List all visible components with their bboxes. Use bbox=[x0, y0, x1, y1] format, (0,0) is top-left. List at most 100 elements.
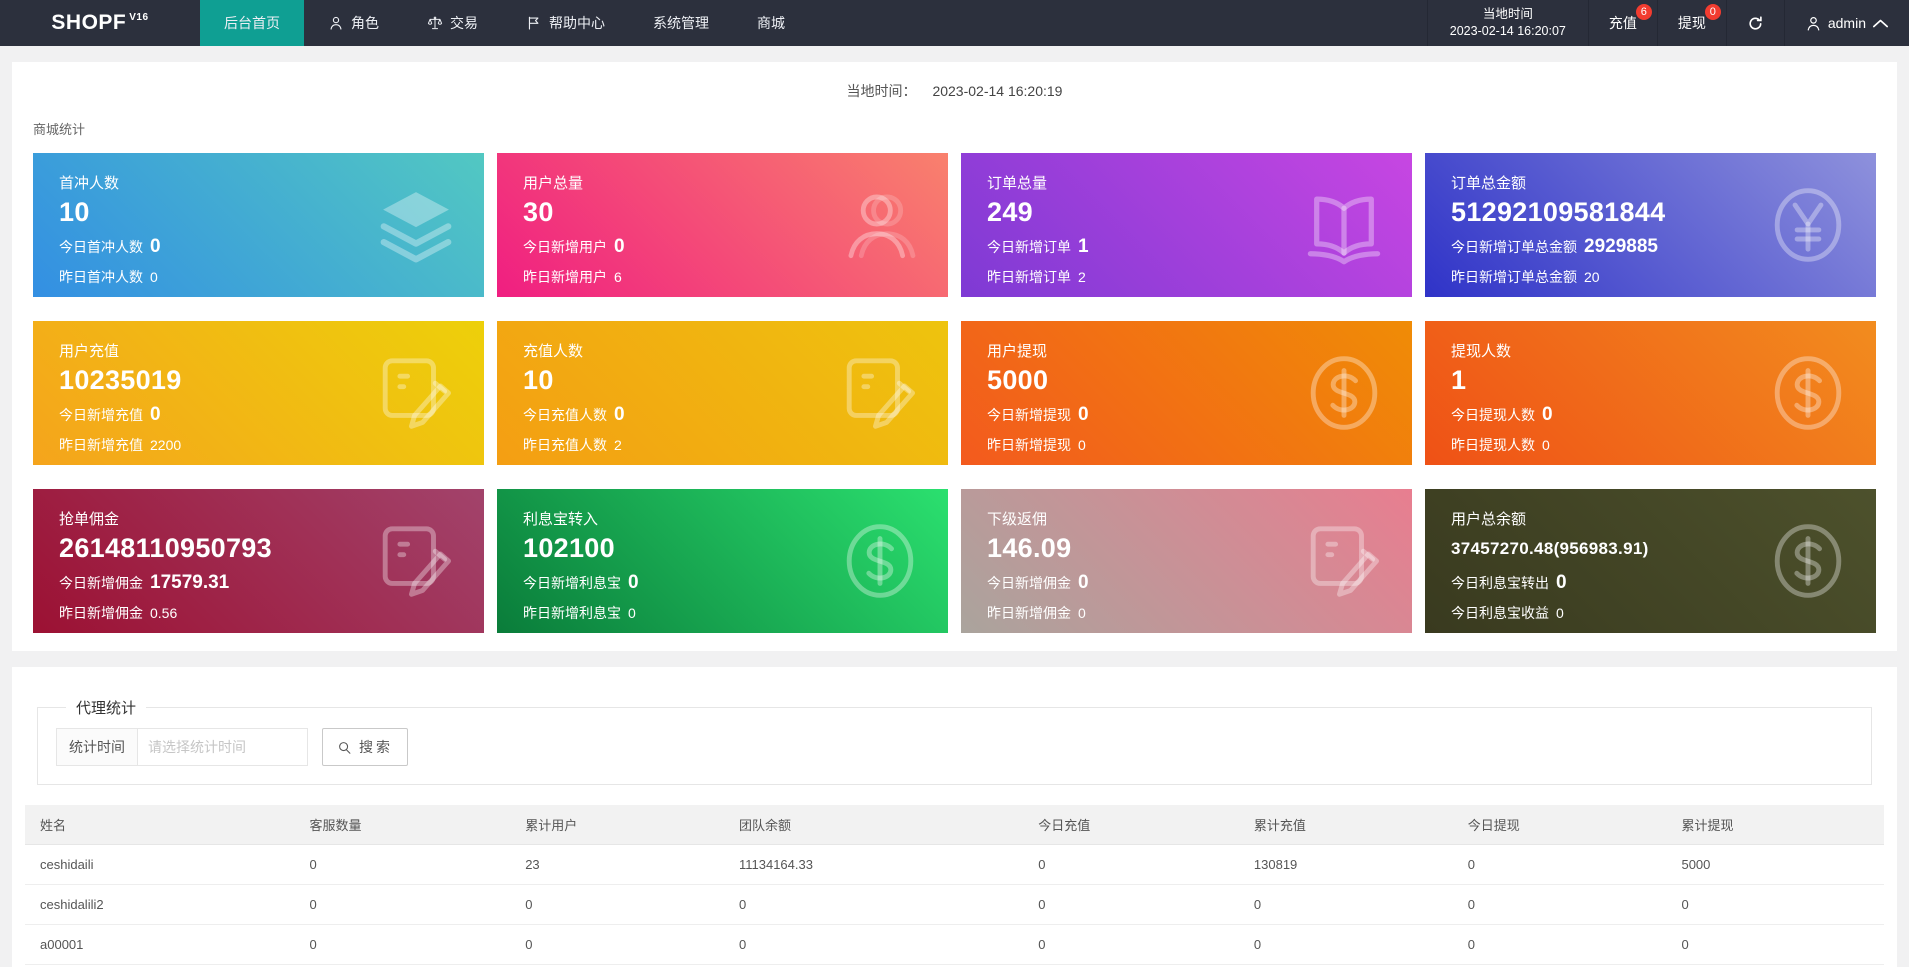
stat-card-title: 抢单佣金 bbox=[59, 511, 120, 528]
search-button[interactable]: 搜索 bbox=[322, 728, 408, 766]
nav-tab-mall[interactable]: 商城 bbox=[733, 0, 809, 46]
dollar-icon bbox=[1766, 351, 1850, 435]
stat-card-title: 首冲人数 bbox=[59, 175, 120, 192]
contract-icon bbox=[838, 351, 922, 435]
stat-card-today-line: 今日利息宝转出 0 bbox=[1451, 572, 1850, 594]
table-row: ceshidaili 0 23 11134164.33 0 130819 0 5000 bbox=[25, 844, 1884, 885]
stat-card-first-charge-users: 首冲人数 10 今日首冲人数 0 昨日首冲人数 0 bbox=[33, 153, 484, 297]
stat-card-icon-wrap bbox=[374, 183, 458, 267]
table-cell: 0 bbox=[1023, 844, 1239, 885]
dollar-icon bbox=[1766, 519, 1850, 603]
stat-card-lixibao-in: 利息宝转入 102100 今日新增利息宝 0 昨日新增利息宝 0 bbox=[497, 489, 948, 633]
nav-local-time: 当地时间 2023-02-14 16:20:07 bbox=[1426, 0, 1589, 46]
dollar-icon bbox=[1302, 351, 1386, 435]
yesterday-label: 昨日新增提现 bbox=[987, 437, 1071, 453]
stat-card-icon-wrap bbox=[1766, 351, 1850, 435]
nav-tab-help[interactable]: 帮助中心 bbox=[502, 0, 629, 46]
stat-time-input[interactable] bbox=[138, 728, 308, 766]
today-label: 今日利息宝转出 bbox=[1451, 575, 1549, 591]
scales-icon bbox=[427, 15, 443, 31]
today-label: 今日首冲人数 bbox=[59, 239, 143, 255]
table-cell: 0 bbox=[294, 844, 511, 885]
yesterday-label: 昨日新增订单总金额 bbox=[1451, 269, 1577, 285]
table-cell: 130819 bbox=[1238, 844, 1453, 885]
nav-tab-home[interactable]: 后台首页 bbox=[200, 0, 304, 46]
filter-row: 统计时间 搜索 bbox=[56, 728, 1853, 766]
stat-card-yesterday-line: 昨日新增佣金 0.56 bbox=[59, 603, 458, 623]
today-label: 今日新增提现 bbox=[987, 407, 1071, 423]
today-label: 今日提现人数 bbox=[1451, 407, 1535, 423]
username: admin bbox=[1827, 15, 1866, 31]
stat-card-icon-wrap bbox=[838, 519, 922, 603]
today-label: 今日新增用户 bbox=[523, 239, 607, 255]
stat-card-sub-rebate: 下级返佣 146.09 今日新增佣金 0 昨日新增佣金 0 bbox=[961, 489, 1412, 633]
nav-tab-system[interactable]: 系统管理 bbox=[629, 0, 733, 46]
column-header: 累计提现 bbox=[1666, 805, 1884, 845]
today-value: 0 bbox=[150, 236, 161, 257]
column-header: 今日提现 bbox=[1452, 805, 1667, 845]
table-cell: 5000 bbox=[1666, 844, 1884, 885]
today-value: 0 bbox=[1542, 404, 1553, 425]
today-value: 0 bbox=[614, 236, 625, 257]
nav-tab-trade[interactable]: 交易 bbox=[403, 0, 502, 46]
stat-card-yesterday-line: 昨日首冲人数 0 bbox=[59, 267, 458, 287]
table-row: ceshidalili2 0 0 0 0 0 0 0 bbox=[25, 884, 1884, 925]
user-menu[interactable]: admin bbox=[1785, 0, 1909, 46]
stat-card-yesterday-line: 昨日新增用户 6 bbox=[523, 267, 922, 287]
layers-icon bbox=[374, 183, 458, 267]
stat-card-title: 下级返佣 bbox=[987, 511, 1048, 528]
nav-tab-label: 角色 bbox=[351, 15, 379, 31]
stat-card-value: 249 bbox=[987, 197, 1033, 227]
today-label: 今日新增订单 bbox=[987, 239, 1071, 255]
stat-card-today-line: 今日提现人数 0 bbox=[1451, 404, 1850, 426]
nav-tab-label: 后台首页 bbox=[224, 15, 280, 31]
table-header-row: 姓名 客服数量 累计用户 团队余额 今日充值 累计充值 今日提现 累计提现 bbox=[25, 805, 1884, 845]
stat-card-total-users: 用户总量 30 今日新增用户 0 昨日新增用户 6 bbox=[497, 153, 948, 297]
flag-icon bbox=[526, 15, 542, 31]
recharge-button[interactable]: 充值 6 bbox=[1589, 0, 1658, 46]
table-cell: 0 bbox=[723, 884, 1024, 925]
nav-tab-label: 系统管理 bbox=[653, 15, 709, 31]
today-value: 1 bbox=[1078, 236, 1089, 257]
stat-card-yesterday-line: 昨日提现人数 0 bbox=[1451, 435, 1850, 455]
recharge-label: 充值 bbox=[1608, 15, 1637, 31]
agent-stats-panel: 代理统计 统计时间 搜索 姓名客服数量累计用户团队余额今日充值累计充值今日提现累… bbox=[12, 667, 1897, 967]
stat-card-today-line: 今日新增提现 0 bbox=[987, 404, 1386, 426]
yesterday-label: 今日利息宝收益 bbox=[1451, 605, 1549, 621]
withdraw-button[interactable]: 提现 0 bbox=[1658, 0, 1727, 46]
yesterday-label: 昨日新增佣金 bbox=[59, 605, 143, 621]
yesterday-value: 2 bbox=[614, 437, 622, 453]
stat-card-yesterday-line: 昨日新增佣金 0 bbox=[987, 603, 1386, 623]
today-value: 0 bbox=[1078, 404, 1089, 425]
stat-time-label: 统计时间 bbox=[56, 728, 138, 766]
column-header: 姓名 bbox=[25, 805, 295, 845]
stat-card-value: 37457270.48(956983.91) bbox=[1451, 539, 1649, 558]
table-cell: 0 bbox=[1452, 844, 1667, 885]
column-header: 今日充值 bbox=[1023, 805, 1239, 845]
nav-tab-role[interactable]: 角色 bbox=[304, 0, 403, 46]
time-bar-label: 当地时间： bbox=[846, 83, 917, 99]
refresh-button[interactable] bbox=[1727, 0, 1785, 46]
yesterday-value: 20 bbox=[1584, 269, 1600, 285]
stat-card-title: 用户总量 bbox=[523, 175, 584, 192]
today-label: 今日新增充值 bbox=[59, 407, 143, 423]
agent-stats-legend: 代理统计 bbox=[76, 700, 137, 717]
stat-card-yesterday-line: 昨日新增订单 2 bbox=[987, 267, 1386, 287]
column-header: 累计用户 bbox=[510, 805, 724, 845]
stat-card-title: 利息宝转入 bbox=[523, 511, 599, 528]
brand-logo: SHOPF V16 bbox=[0, 0, 200, 46]
column-header: 团队余额 bbox=[723, 805, 1024, 845]
user-small-icon bbox=[328, 15, 344, 31]
stat-card-yesterday-line: 今日利息宝收益 0 bbox=[1451, 603, 1850, 623]
yesterday-label: 昨日新增订单 bbox=[987, 269, 1071, 285]
stat-card-value: 146.09 bbox=[987, 533, 1072, 563]
table-cell: 0 bbox=[1452, 884, 1667, 925]
stat-card-title: 订单总金额 bbox=[1451, 175, 1527, 192]
today-label: 今日新增佣金 bbox=[59, 575, 143, 591]
nav-tab-label: 商城 bbox=[757, 15, 785, 31]
stat-card-title: 充值人数 bbox=[523, 343, 584, 360]
time-bar-value: 2023-02-14 16:20:19 bbox=[932, 83, 1063, 99]
refresh-icon bbox=[1747, 15, 1764, 32]
table-cell: ceshidaili bbox=[25, 844, 295, 885]
stat-card-value: 10 bbox=[523, 365, 554, 395]
